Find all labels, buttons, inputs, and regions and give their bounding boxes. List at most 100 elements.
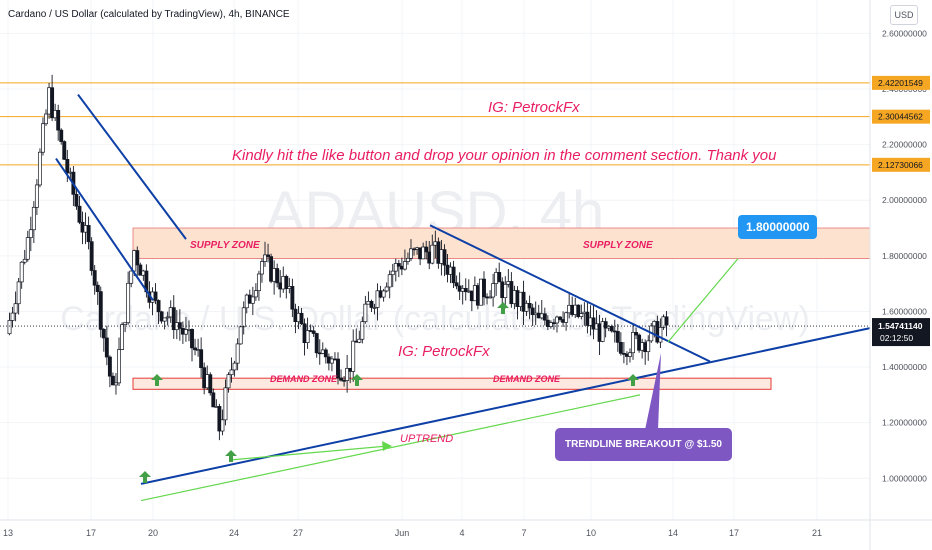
countdown-label: 02:12:50 [880,333,913,343]
candle-body [323,349,328,358]
candle-body [375,290,380,308]
candle-body [208,374,213,394]
green-up-arrow [497,302,509,314]
candle-body [165,316,170,319]
y-tick-label: 2.20000000 [882,140,927,150]
candle-body [123,322,128,325]
price-level-label: 2.30044562 [878,112,923,122]
candle-body [275,268,280,284]
chart-header-title: Cardano / US Dollar (calculated by Tradi… [8,9,290,20]
candles [7,74,669,441]
candle-body [156,300,161,313]
candle-body [199,349,204,369]
candle-body [65,158,70,174]
y-tick-label: 2.60000000 [882,28,927,38]
demand-zone-label-right: DEMAND ZONE [493,374,561,384]
candle-body [95,284,100,292]
candle-body [220,419,225,432]
x-tick-label: 24 [229,528,239,538]
current-price-badge [872,318,930,347]
candle-body [34,184,39,208]
descending-channel-lower [55,157,154,301]
x-tick-label: Jun [395,528,410,538]
candle-body [384,286,389,292]
candle-body [22,258,27,263]
green-support-line [140,394,641,502]
x-tick-label: 14 [668,528,678,538]
candle-body [430,244,435,264]
candle-body [129,270,134,284]
candle-body [117,349,121,384]
price-level-badge [872,109,930,124]
candle-body [241,307,246,328]
current-price-label: 1.54741140 [878,321,923,331]
green-up-arrow [151,374,163,386]
candle-body [357,338,362,343]
candle-body [576,304,581,317]
candle-body [305,330,310,344]
target-callout: 1.80000000 [738,215,818,239]
candle-body [409,248,413,259]
candle-body [284,276,289,289]
ig-label-top: IG: PetrockFx [488,99,580,116]
candle-body [104,337,109,358]
currency-button[interactable]: USD [890,5,918,25]
green-up-arrow [225,450,237,462]
x-tick-label: 21 [812,528,822,538]
candle-body [503,283,508,299]
candle-body [135,250,140,266]
candle-body [345,368,350,381]
descending-channel-upper [77,93,187,240]
candle-body [226,374,231,389]
uptrend-arrow-line [229,445,389,461]
candle-body [491,283,496,298]
candle-body [336,358,340,379]
green-up-arrow [351,374,363,386]
annotation-texts: IG: PetrockFx Kindly hit the like button … [190,99,777,445]
candle-body [107,356,112,377]
supply-zone-label-left: SUPPLY ZONE [190,240,260,251]
y-tick-label: 2.00000000 [882,195,927,205]
candle-body [217,406,222,432]
candle-body [527,302,532,309]
candle-body [454,282,459,287]
candle-body [193,347,198,351]
breakout-callout: TRENDLINE BREAKOUT @ $1.50 [555,428,732,461]
candle-body [558,316,562,320]
candle-body [299,312,304,325]
y-tick-label: 1.40000000 [882,362,927,372]
candle-body [229,369,234,376]
candle-body [171,307,176,331]
candle-body [421,246,426,260]
candle-body [183,329,188,335]
candle-body [16,281,21,305]
price-axis[interactable]: 2.600000002.400000002.200000002.00000000… [869,0,930,550]
candle-body [256,273,261,292]
supply-zone-label-right: SUPPLY ZONE [583,240,653,251]
candle-body [482,278,486,298]
ig-label-mid: IG: PetrockFx [398,343,490,360]
candle-body [235,343,240,364]
candle-body [25,237,30,260]
candle-body [463,288,468,293]
x-tick-label: 4 [459,528,464,538]
x-tick-label: 7 [521,528,526,538]
candle-body [86,225,91,243]
candle-body [329,358,334,364]
candle-body [77,205,82,223]
candle-body [101,328,106,339]
candle-body [232,362,237,371]
candle-body [603,321,608,329]
demand-zone-label-left: DEMAND ZONE [270,374,338,384]
candle-body [41,123,45,153]
candle-body [609,326,614,332]
time-axis[interactable]: 13 17 20 24 27 Jun 4 7 10 14 17 21 [0,519,932,538]
candle-body [664,316,669,326]
price-level-label: 2.42201549 [878,78,923,88]
candle-body [363,303,368,323]
candle-body [658,326,663,343]
x-tick-label: 10 [586,528,596,538]
candle-body [290,286,295,310]
candle-body [7,320,12,335]
